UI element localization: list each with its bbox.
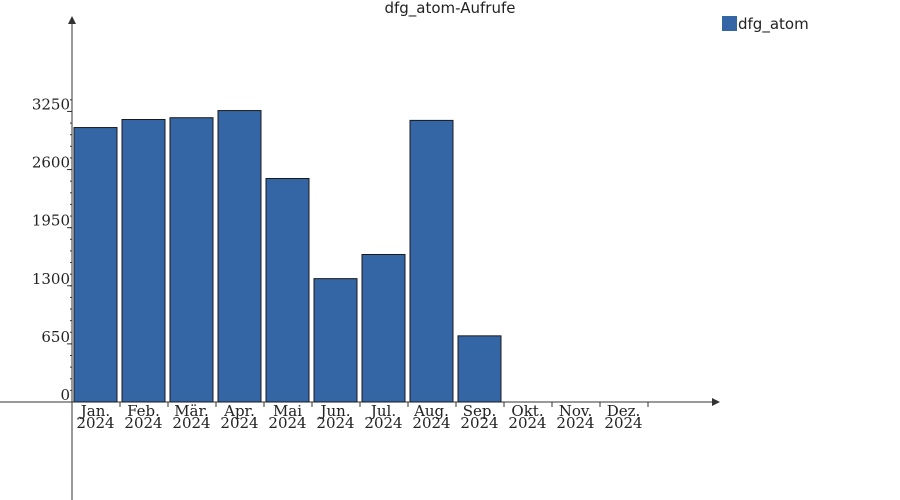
bar-6 <box>361 253 406 403</box>
x-tick-label-month: Nov. <box>559 402 593 420</box>
x-tick-label-month: Jan. <box>79 402 110 420</box>
x-tick-label-year: 2024 <box>76 414 114 432</box>
legend: dfg_atom <box>722 15 809 34</box>
y-tick-label: 3250 <box>32 95 70 113</box>
bar-7 <box>409 119 454 403</box>
x-tick-label-month: Mär. <box>174 402 209 420</box>
chart-title: dfg_atom-Aufrufe <box>384 0 515 18</box>
x-tick-label-year: 2024 <box>364 414 402 432</box>
y-axis-arrow <box>68 16 76 24</box>
x-tick-label-year: 2024 <box>172 414 210 432</box>
x-tick-label-month: Jun. <box>318 402 350 420</box>
x-tick-label-year: 2024 <box>460 414 498 432</box>
x-tick-label-month: Okt. <box>511 402 543 420</box>
bar-3 <box>217 110 262 403</box>
x-tick-label-year: 2024 <box>268 414 306 432</box>
y-tick-label: 650 <box>41 328 70 346</box>
x-tick-label-year: 2024 <box>124 414 162 432</box>
x-tick-label-year: 2024 <box>556 414 594 432</box>
x-tick-label-month: Apr. <box>223 402 255 420</box>
y-tick-label: 1300 <box>32 270 70 288</box>
x-tick-label-year: 2024 <box>220 414 258 432</box>
y-axis-ticks: 0 650 1300 1950 2600 3250 <box>32 95 72 404</box>
legend-label: dfg_atom <box>738 15 809 34</box>
bars <box>73 110 502 403</box>
x-tick-label-month: Sep. <box>463 402 497 420</box>
bar-1 <box>121 118 166 403</box>
y-tick-label: 2600 <box>32 154 70 172</box>
x-tick-label-month: Aug. <box>413 402 449 420</box>
x-tick-label-year: 2024 <box>412 414 450 432</box>
x-tick-label-month: Jul. <box>369 402 396 420</box>
x-tick-label-month: Feb. <box>127 402 160 420</box>
x-tick-label-year: 2024 <box>604 414 642 432</box>
bar-4 <box>265 178 310 403</box>
legend-swatch <box>722 16 737 31</box>
x-tick-label-month: Dez. <box>607 402 641 420</box>
x-axis-ticks: Jan.2024Feb.2024Mär.2024Apr.2024Mai2024J… <box>76 402 649 432</box>
x-tick-label-month: Mai <box>273 402 302 420</box>
x-tick-label-year: 2024 <box>316 414 354 432</box>
x-tick-label-year: 2024 <box>508 414 546 432</box>
y-tick-label: 1950 <box>32 212 70 230</box>
bar-8 <box>457 335 502 403</box>
x-axis-arrow <box>712 398 720 406</box>
bar-2 <box>169 117 214 403</box>
bar-0 <box>73 127 118 403</box>
bar-5 <box>313 278 358 403</box>
y-tick-label: 0 <box>60 386 70 404</box>
